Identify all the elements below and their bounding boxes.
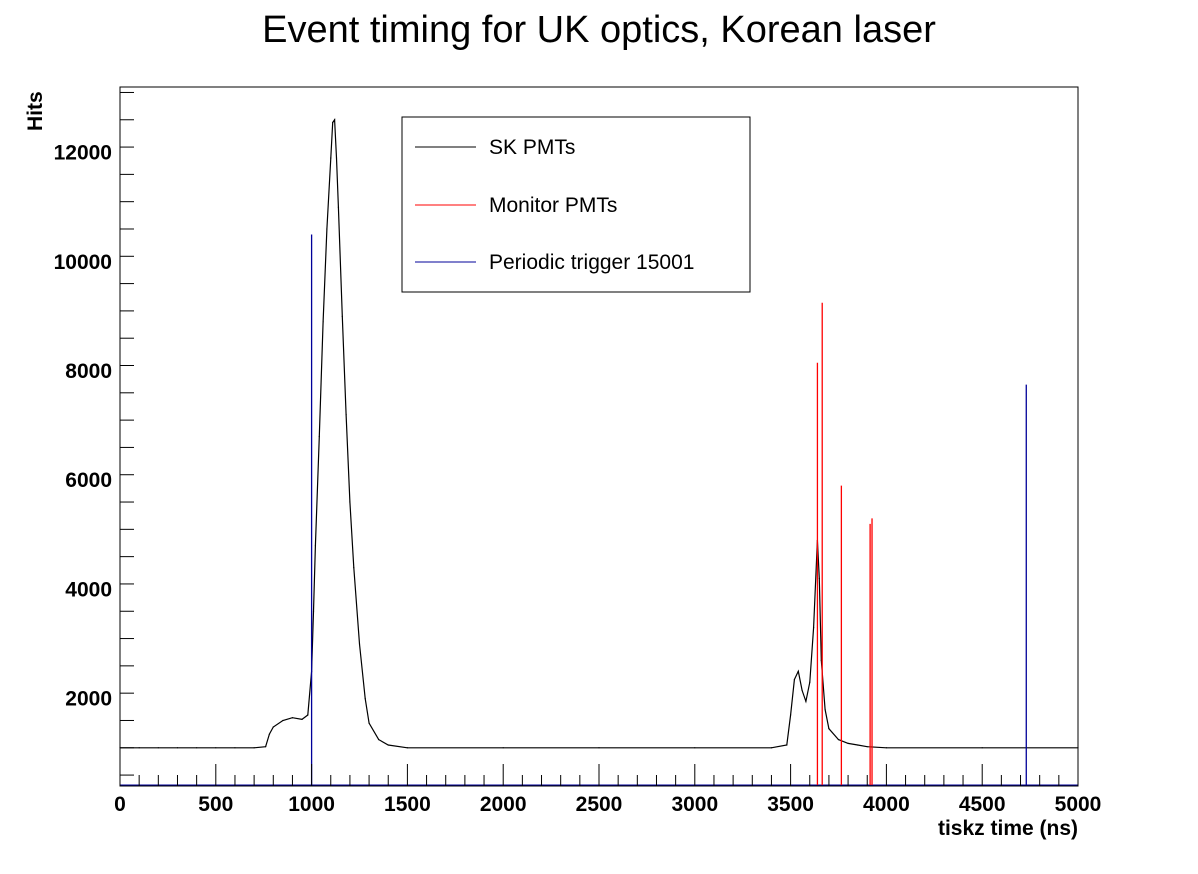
legend-label-periodic-trigger: Periodic trigger 15001	[489, 251, 694, 274]
x-tick-label: 2000	[480, 793, 527, 816]
x-axis-title: tiskz time (ns)	[938, 817, 1078, 840]
series-sk-pmts-point	[353, 566, 355, 569]
series-sk-pmts-point	[812, 627, 815, 629]
y-tick-label: 2000	[65, 688, 112, 711]
series-sk-pmts-point	[322, 321, 324, 323]
series-sk-pmts-point	[253, 747, 255, 749]
series-sk-pmts-point	[265, 746, 267, 748]
x-tick-label: 2500	[576, 793, 623, 816]
series-sk-pmts-point	[837, 738, 840, 741]
series-sk-pmts-point	[818, 577, 820, 580]
x-tick-label: 4500	[959, 793, 1006, 816]
series-sk-pmts-point	[857, 744, 859, 746]
y-tick-label: 12000	[54, 142, 112, 165]
series-sk-pmts-point	[793, 678, 796, 681]
series-sk-pmts-point	[335, 157, 338, 159]
series-sk-pmts-point	[387, 744, 389, 746]
legend-label-monitor-pmts: Monitor PMTs	[489, 194, 617, 217]
x-tick-label: 500	[198, 793, 233, 816]
series-sk-pmts-point	[406, 747, 408, 749]
series-sk-pmts-point	[349, 501, 351, 503]
series-sk-pmts-point	[215, 747, 217, 749]
series-sk-pmts-point	[797, 670, 799, 672]
x-tick-label: 1000	[288, 793, 335, 816]
series-sk-pmts-point	[268, 733, 271, 735]
legend: SK PMTs Monitor PMTs Periodic trigger 15…	[401, 116, 751, 293]
series-sk-pmts-line	[120, 118, 1078, 749]
series-sk-pmts-point	[694, 747, 696, 749]
series-sk-pmts-point	[157, 747, 159, 749]
series-sk-pmts-point	[358, 643, 361, 645]
x-tick-label: 4000	[863, 793, 910, 816]
chart-title: Event timing for UK optics, Korean laser	[262, 9, 936, 51]
series-sk-pmts-point	[809, 681, 811, 683]
series-sk-pmts-point	[176, 747, 179, 749]
series-sk-pmts-point	[770, 747, 773, 749]
x-tick-label: 1500	[384, 793, 431, 816]
series-sk-pmts-point	[307, 714, 309, 716]
x-tick-label: 3000	[671, 793, 718, 816]
series-sk-pmts-point	[301, 718, 303, 720]
series-sk-pmts-point	[318, 435, 320, 438]
series-sk-pmts-point	[502, 747, 504, 749]
y-tick-label: 4000	[65, 578, 112, 601]
series-sk-pmts-point	[314, 545, 317, 547]
series-sk-pmts-point	[364, 698, 366, 700]
series-sk-pmts-point	[805, 700, 807, 702]
series-sk-pmts-point	[282, 719, 284, 722]
series-sk-pmts-point	[866, 746, 868, 748]
legend-label-sk-pmts: SK PMTs	[489, 136, 575, 159]
series-sk-pmts-point	[981, 747, 983, 749]
series-sk-pmts-point	[330, 157, 332, 159]
series-sk-pmts-point	[291, 717, 294, 719]
y-tick-label: 10000	[54, 251, 112, 274]
series-sk-pmts-point	[341, 315, 343, 317]
series-sk-pmts-point	[332, 121, 334, 124]
series-sk-pmts-point	[828, 728, 830, 730]
y-axis: 2000 4000 6000 8000 10000 12000	[54, 91, 134, 776]
series-sk-pmts-point	[234, 747, 236, 749]
x-tick-label: 5000	[1055, 793, 1102, 816]
series-sk-pmts-point	[333, 119, 336, 121]
series-sk-pmts-point	[196, 747, 198, 749]
series-sk-pmts-point	[786, 744, 788, 746]
x-axis: 0 500 1000 1500 2000 2500 3000 3500 4000 4500 5000	[114, 764, 1101, 816]
series-sk-pmts-point	[801, 689, 803, 692]
series-sk-pmts-point	[824, 708, 826, 711]
series-sk-pmts-point	[337, 206, 340, 208]
series-sk-pmts-point	[847, 742, 849, 745]
y-tick-label: 8000	[65, 360, 112, 383]
series-sk-pmts-point	[790, 714, 792, 716]
series-sk-pmts-point	[820, 659, 822, 661]
series-sk-pmts-point	[345, 414, 347, 416]
x-tick-label: 0	[114, 793, 126, 816]
series-sk-pmts-point	[598, 747, 600, 749]
series-sk-pmts-point	[312, 610, 315, 612]
series-sk-pmts-point	[272, 726, 274, 728]
series-sk-pmts-point	[368, 722, 370, 724]
series-sk-pmts-point	[885, 747, 888, 749]
y-axis-title: Hits	[24, 91, 47, 131]
y-tick-label: 6000	[65, 469, 112, 492]
series-sk-pmts-point	[378, 738, 380, 741]
series-sk-pmts-point	[138, 747, 140, 749]
series-sk-pmts-point	[326, 228, 328, 230]
x-tick-label: 3500	[767, 793, 814, 816]
